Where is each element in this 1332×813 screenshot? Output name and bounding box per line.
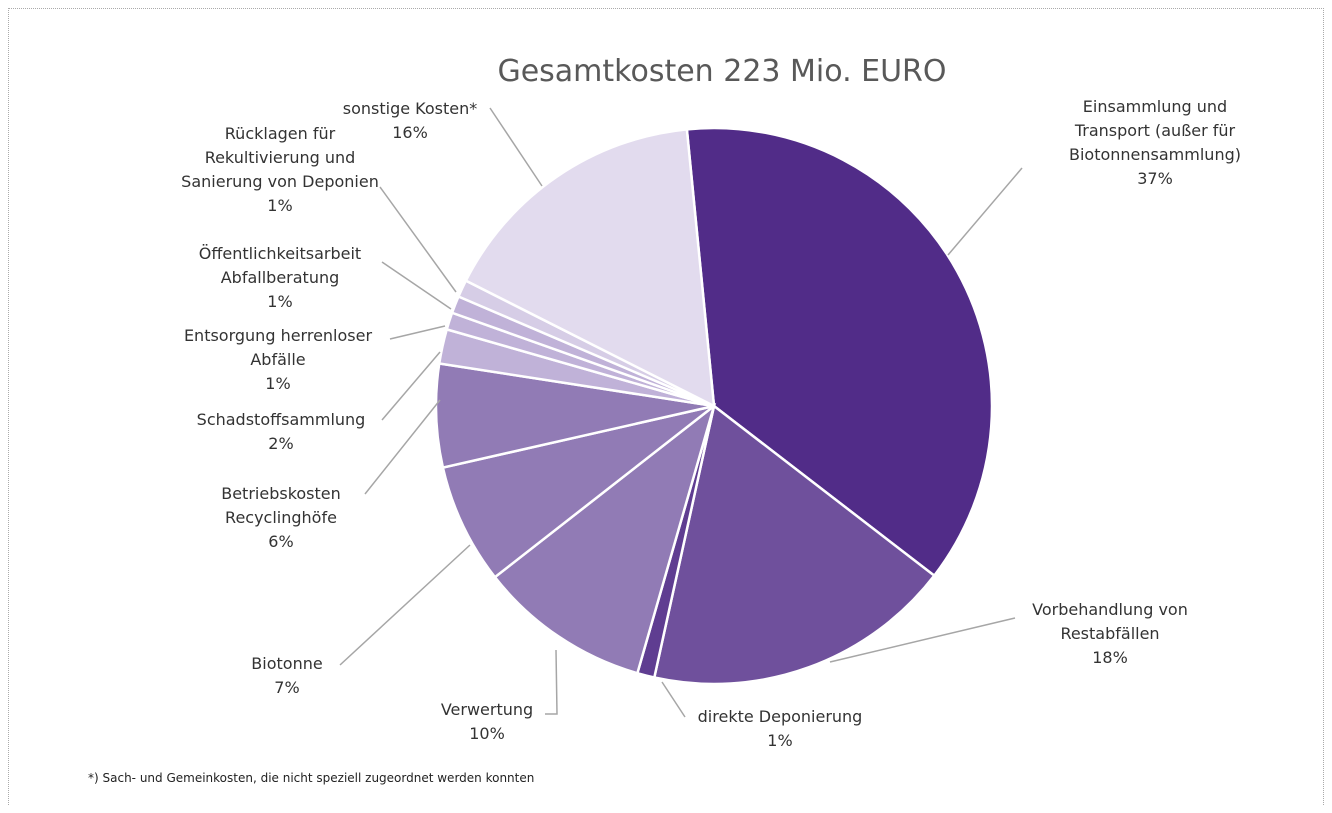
value-label: 16% [392,123,428,142]
data-label: Betriebskosten Recyclinghöfe 6% [201,482,361,554]
value-label: 6% [268,532,294,551]
leader-line [947,167,1023,256]
category-label: Betriebskosten Recyclinghöfe [221,484,341,527]
category-label: direkte Deponierung [697,707,863,726]
leader-line [364,399,441,495]
pie-slice [464,127,716,409]
data-label: sonstige Kosten* 16% [310,97,510,145]
data-label: Biotonne 7% [207,652,367,700]
leader-line [339,544,471,666]
leader-line [829,617,1016,663]
pie-slice [652,403,937,686]
category-label: Einsammlung und Transport (außer für Bio… [1069,97,1241,164]
value-label: 2% [268,434,294,453]
footnote: *) Sach- und Gemeinkosten, die nicht spe… [88,771,535,785]
value-label: 7% [274,678,300,697]
category-label: Verwertung [440,700,534,719]
pie-slice [685,126,994,578]
leader-line [381,351,441,421]
value-label: 1% [767,731,793,750]
data-label: Rücklagen für Rekultivierung und Sanieru… [175,122,385,218]
data-label: Verwertung 10% [407,698,567,746]
data-label: direkte Deponierung 1% [660,705,900,753]
value-label: 1% [267,196,293,215]
category-label: Schadstoffsammlung [196,410,366,429]
leader-line [389,325,446,340]
category-label: Entsorgung herrenloser Abfälle [183,326,373,369]
value-label: 1% [265,374,291,393]
value-label: 18% [1092,648,1128,667]
value-label: 1% [267,292,293,311]
value-label: 10% [469,724,505,743]
data-label: Öffentlichkeitsarbeit Abfallberatung 1% [188,242,373,314]
leader-line [379,186,457,293]
value-label: 37% [1137,169,1173,188]
pie-slice [493,402,717,675]
data-label: Entsorgung herrenloser Abfälle 1% [173,324,383,396]
category-label: sonstige Kosten* [342,99,478,118]
data-label: Einsammlung und Transport (außer für Bio… [1055,95,1255,191]
leader-line [381,261,452,310]
chart-title: Gesamtkosten 223 Mio. EURO [497,54,947,89]
category-label: Öffentlichkeitsarbeit Abfallberatung [198,244,362,287]
pie-slice [441,404,715,579]
category-label: Rücklagen für Rekultivierung und Sanieru… [181,124,379,191]
frame [8,8,1324,805]
category-label: Vorbehandlung von Restabfällen [1032,600,1188,643]
category-label: Biotonne [251,654,323,673]
data-label: Vorbehandlung von Restabfällen 18% [1010,598,1210,670]
leader-line [661,681,686,718]
data-label: Schadstoffsammlung 2% [181,408,381,456]
leader-line [545,649,558,715]
leader-line [489,107,543,187]
